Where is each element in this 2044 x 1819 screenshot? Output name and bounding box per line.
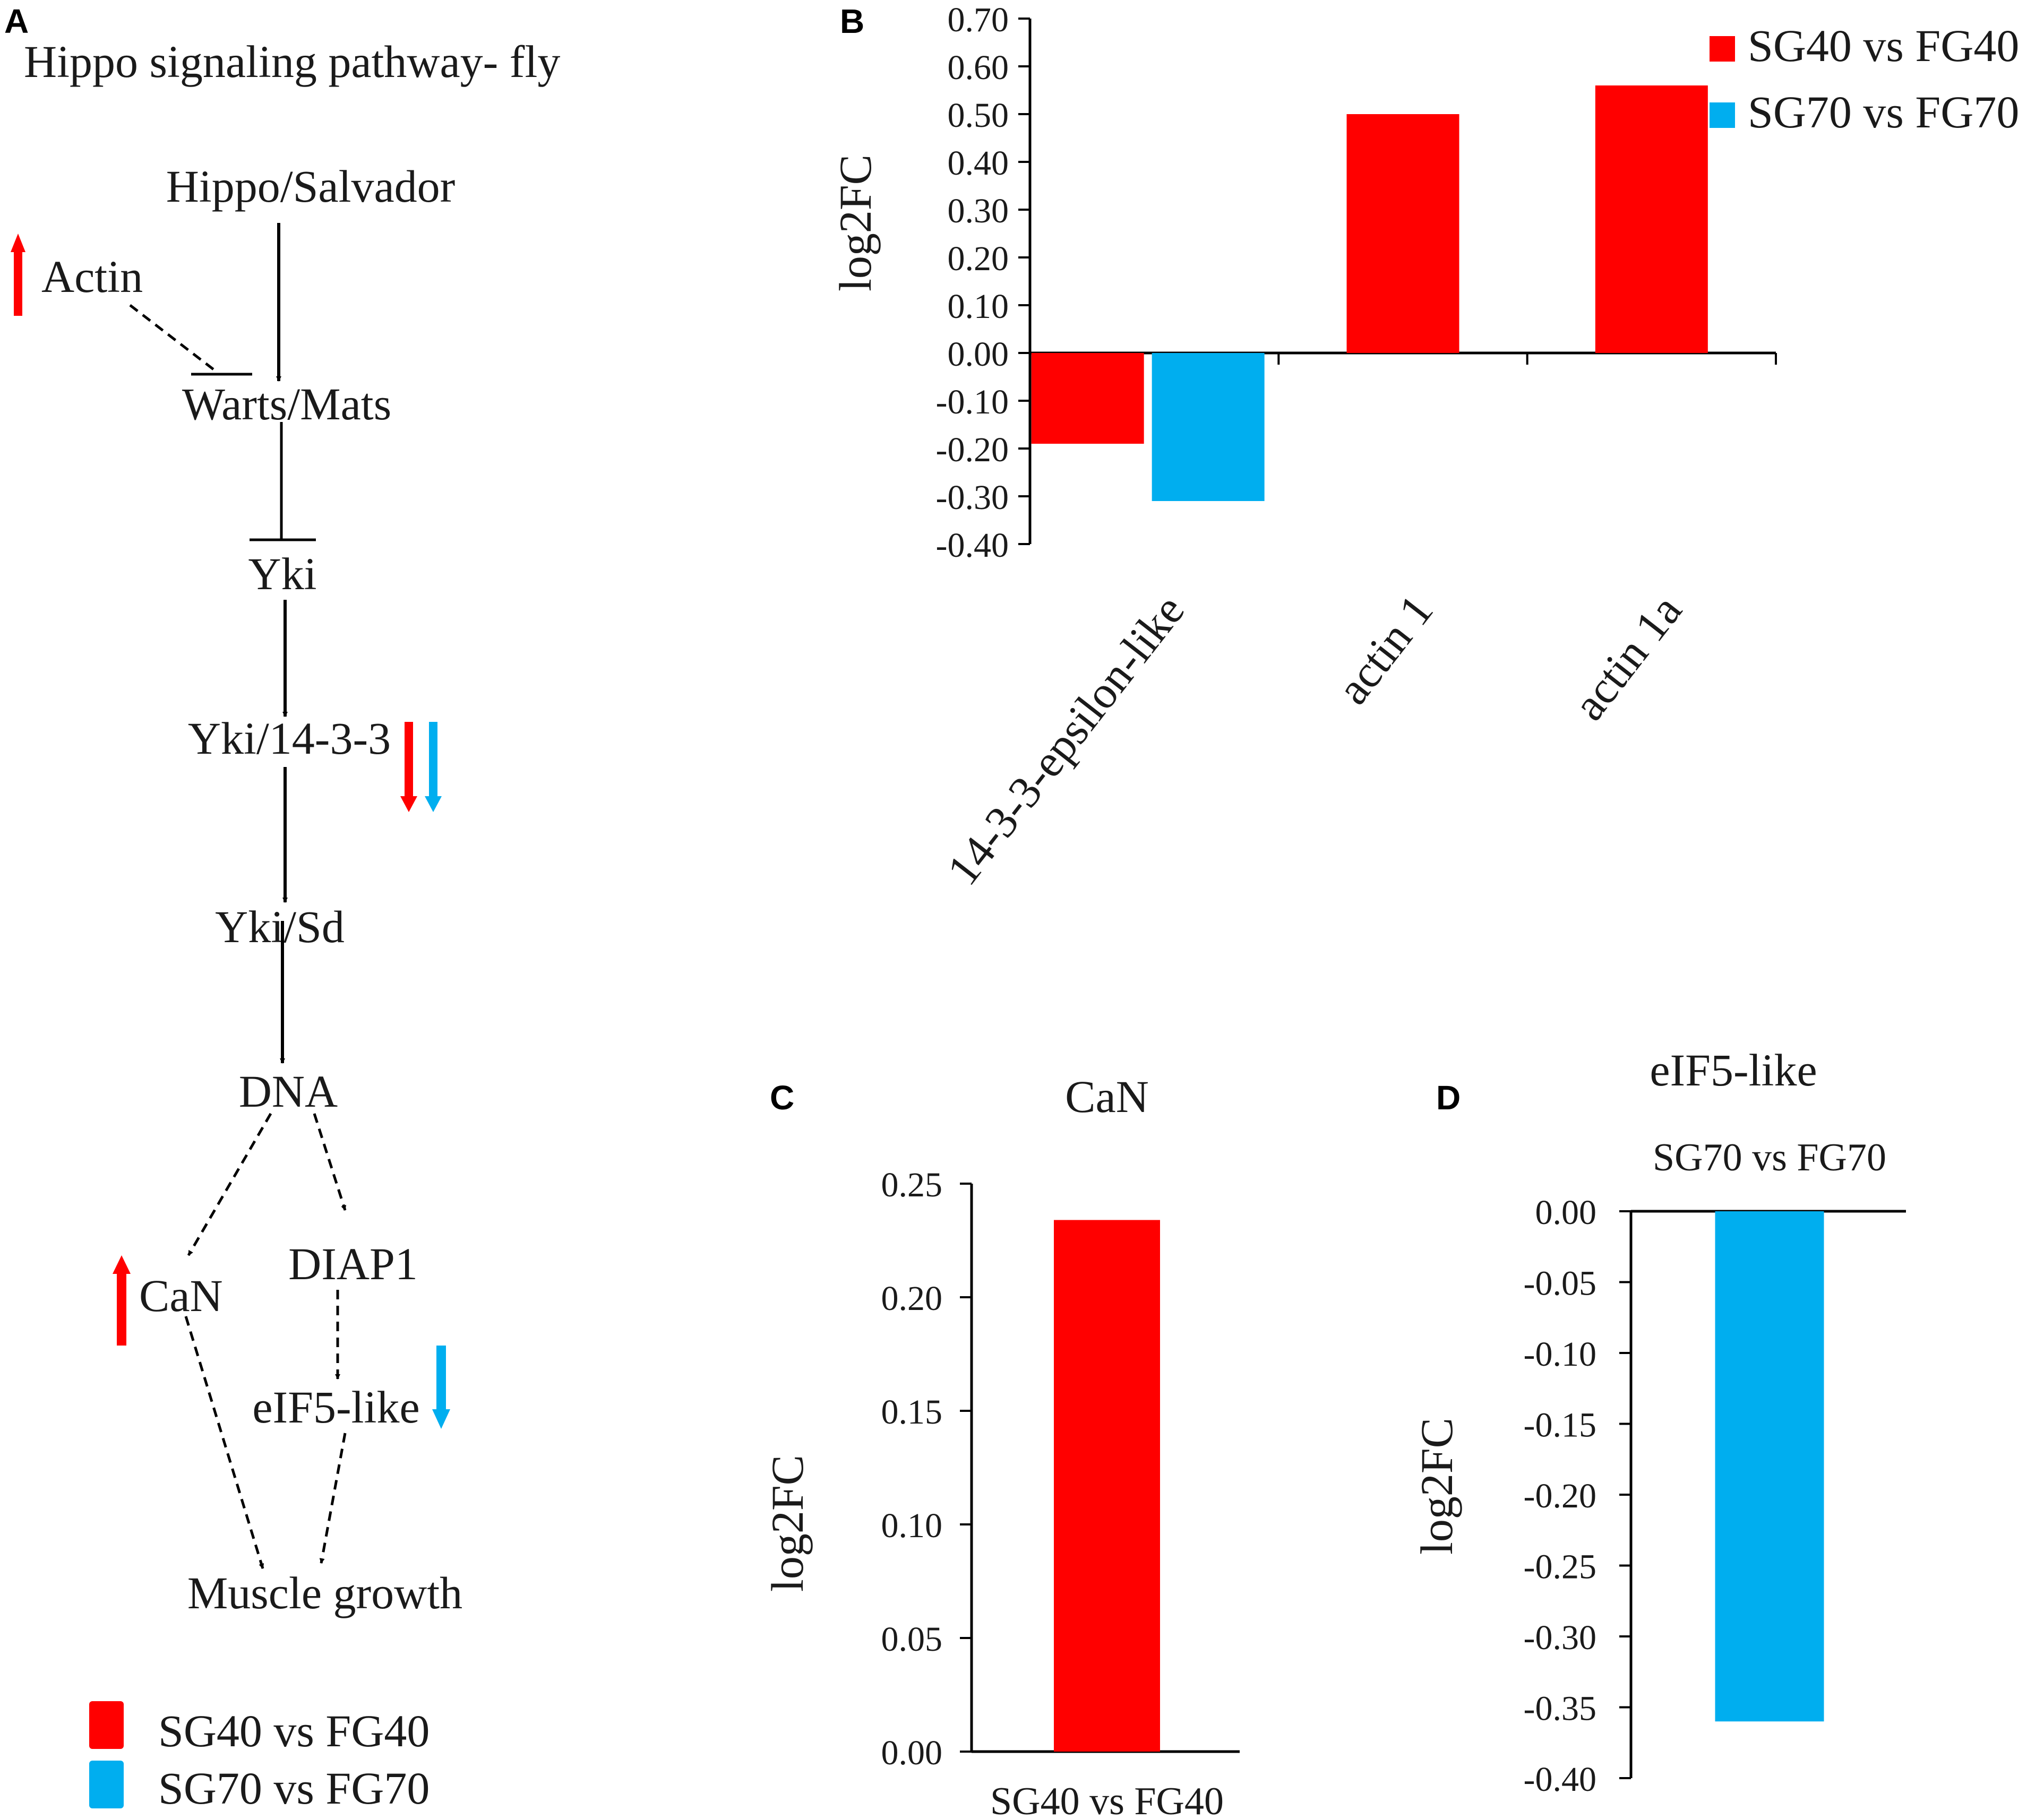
down-arrow-icon — [432, 1346, 450, 1429]
node-actin: Actin — [41, 251, 143, 302]
x-tick-label-b: actin 1a — [1563, 585, 1691, 730]
panel-letter-a: A — [4, 2, 29, 40]
y-axis-label-b: log2FC — [830, 154, 881, 291]
y-tick-label-d: -0.40 — [1524, 1760, 1596, 1799]
chart-b: 0.70 0.60 0.50 0.40 0.30 0.20 0.10 0.00 -0.10 -0.… — [830, 1, 1777, 894]
up-arrow-icon — [11, 234, 25, 316]
legend-swatch-sg40 — [89, 1701, 124, 1749]
legend-swatch-sg40-b — [1710, 36, 1735, 62]
node-diap1: DIAP1 — [288, 1238, 418, 1289]
node-dna: DNA — [239, 1066, 338, 1117]
x-tick-label-b: 14-3-3-epsilon-like — [937, 585, 1194, 894]
y-tick-label-b: -0.10 — [936, 383, 1009, 421]
bar-b-sg40 — [1346, 114, 1459, 353]
y-tick-label-d: -0.20 — [1524, 1477, 1596, 1515]
bar-d — [1715, 1211, 1824, 1722]
chart-d: 0.00 -0.05 -0.10 -0.15 -0.20 -0.25 -0.30 -0.35 -… — [1411, 1136, 1906, 1799]
y-tick-label-b: -0.30 — [936, 478, 1009, 517]
y-tick-label-b: 0.20 — [948, 239, 1009, 278]
panel-letter-d: D — [1436, 1079, 1461, 1117]
node-yki-14-3-3: Yki/14-3-3 — [188, 713, 391, 764]
down-arrow-icon — [400, 722, 442, 812]
y-tick-label-b: -0.20 — [936, 430, 1009, 469]
y-tick-label-b: 0.40 — [948, 144, 1009, 183]
edge-can-to-muscle — [184, 1316, 264, 1569]
chart-c: 0.25 0.20 0.15 0.10 0.05 0.00 SG40 vs FG40 log2… — [762, 1166, 1240, 1819]
y-tick-label-c: 0.20 — [881, 1279, 943, 1318]
y-tick-label-b: 0.30 — [948, 192, 1009, 230]
pathway-title: Hippo signaling pathway- fly — [24, 36, 560, 87]
panel-b: B 0.70 0.60 0.50 0.40 0.30 0.20 0.10 0.00 -0.10 -… — [830, 1, 2019, 894]
y-tick-label-b: 0.50 — [948, 96, 1009, 135]
edge-dna-to-diap1 — [313, 1113, 347, 1211]
legend-label-sg40: SG40 vs FG40 — [158, 1705, 430, 1756]
y-tick-label-b: 0.00 — [948, 335, 1009, 374]
y-tick-label-d: -0.30 — [1524, 1618, 1596, 1657]
node-yki: Yki — [248, 548, 317, 599]
panel-a: A Hippo signaling pathway- fly Hippo/Sal… — [4, 2, 560, 1814]
up-arrow-icon — [113, 1255, 131, 1346]
y-axis-label-d: log2FC — [1411, 1418, 1462, 1555]
edge-actin-inhibits-warts — [129, 304, 219, 374]
y-tick-label-c: 0.25 — [881, 1166, 943, 1204]
y-tick-label-d: -0.25 — [1524, 1548, 1596, 1587]
y-axis-label-c: log2FC — [762, 1455, 813, 1592]
y-tick-label-d: 0.00 — [1535, 1193, 1597, 1232]
panel-d: D eIF5-like 0.00 -0.05 -0.10 -0.15 -0.20 -0.2… — [1411, 1045, 1906, 1799]
legend-label-sg70-b: SG70 vs FG70 — [1748, 87, 2019, 137]
y-tick-label-d: -0.05 — [1524, 1264, 1596, 1303]
legend-swatch-sg70-b — [1710, 102, 1735, 128]
node-muscle-growth: Muscle growth — [187, 1567, 462, 1618]
y-tick-label-b: 0.70 — [948, 1, 1009, 39]
legend-label-sg70: SG70 vs FG70 — [158, 1763, 430, 1814]
x-tick-label-c: SG40 vs FG40 — [990, 1780, 1224, 1819]
edge-dna-to-can — [187, 1113, 272, 1256]
y-tick-label-c: 0.05 — [881, 1620, 943, 1659]
node-yki-sd: Yki/Sd — [215, 901, 345, 952]
legend-label-sg40-b: SG40 vs FG40 — [1748, 20, 2019, 71]
legend-swatch-sg70 — [89, 1761, 124, 1808]
edge-eif5-to-muscle — [319, 1433, 347, 1564]
panel-letter-b: B — [840, 2, 864, 40]
node-warts-mats: Warts/Mats — [182, 378, 391, 429]
node-hippo-salvador: Hippo/Salvador — [166, 161, 456, 212]
panel-c: C CaN 0.25 0.20 0.15 0.10 0.05 0.00 SG40 vs FG… — [762, 1071, 1240, 1819]
x-tick-label-d: SG70 vs FG70 — [1653, 1136, 1886, 1179]
y-tick-label-b: 0.10 — [948, 287, 1009, 326]
node-eif5-like: eIF5-like — [252, 1382, 419, 1433]
bar-b-sg40 — [1595, 85, 1708, 353]
chart-b-legend: SG40 vs FG40 SG70 vs FG70 — [1710, 20, 2019, 137]
y-tick-label-c: 0.10 — [881, 1506, 943, 1545]
y-tick-label-d: -0.15 — [1524, 1406, 1596, 1445]
chart-d-title: eIF5-like — [1650, 1045, 1817, 1096]
panel-letter-c: C — [770, 1079, 794, 1117]
y-tick-label-b: 0.60 — [948, 48, 1009, 87]
node-can: CaN — [139, 1270, 223, 1321]
y-tick-label-b: -0.40 — [936, 526, 1009, 565]
y-tick-label-c: 0.15 — [881, 1393, 943, 1432]
bar-c — [1054, 1220, 1160, 1752]
chart-c-title: CaN — [1065, 1071, 1149, 1122]
y-tick-label-c: 0.00 — [881, 1734, 943, 1772]
y-tick-label-d: -0.10 — [1524, 1335, 1596, 1374]
x-tick-label-b: actin 1 — [1327, 585, 1442, 714]
bar-b-sg40 — [1031, 353, 1144, 444]
bar-b-sg70 — [1152, 353, 1265, 501]
y-tick-label-d: -0.35 — [1524, 1689, 1596, 1728]
